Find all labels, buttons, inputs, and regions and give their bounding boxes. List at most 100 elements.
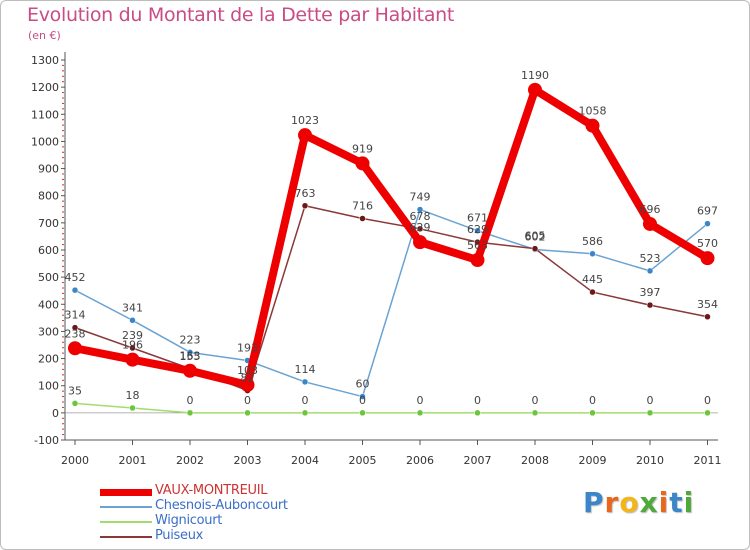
data-point <box>474 227 481 234</box>
data-label: 1190 <box>521 69 549 82</box>
data-point <box>413 235 427 250</box>
data-label: 0 <box>417 394 424 407</box>
data-point <box>298 128 312 143</box>
series-vaux-montreuil <box>68 82 715 392</box>
data-point <box>129 344 136 352</box>
data-label: 452 <box>65 271 86 284</box>
y-minor-tick <box>62 130 64 132</box>
data-point <box>646 267 654 275</box>
y-minor-tick <box>62 401 64 403</box>
data-label: 605 <box>525 230 546 243</box>
y-minor-tick <box>62 184 64 186</box>
x-tick-label: 2009 <box>579 454 607 467</box>
legend-swatch <box>100 521 152 523</box>
logo-letter: i <box>658 486 670 519</box>
logo-letter: x <box>639 486 659 519</box>
data-label: 103 <box>237 364 258 377</box>
y-minor-tick <box>62 336 64 338</box>
legend-label: VAUX-MONTREUIL <box>155 483 268 498</box>
y-minor-tick <box>62 287 64 289</box>
y-minor-tick <box>62 298 64 300</box>
logo-letter: r <box>604 486 620 519</box>
proxiti-logo: Proxiti <box>583 486 694 519</box>
x-tick-label: 2004 <box>291 454 319 467</box>
y-tick-label: -100 <box>34 434 59 447</box>
x-tick-label: 2001 <box>119 454 147 467</box>
x-tick-label: 2002 <box>176 454 204 467</box>
x-tick-label: 2000 <box>61 454 89 467</box>
data-label: 563 <box>467 239 488 252</box>
y-tick-label: 1100 <box>31 108 59 121</box>
data-label: 749 <box>410 191 431 204</box>
data-label: 0 <box>474 394 481 407</box>
chart-axes: -100010020030040050060070080090010001100… <box>31 52 722 467</box>
y-minor-tick <box>62 92 64 94</box>
legend-label: Puiseux <box>155 528 204 543</box>
data-point <box>416 206 424 213</box>
data-label: 354 <box>697 298 718 311</box>
data-point <box>244 409 251 417</box>
y-minor-tick <box>62 417 64 419</box>
data-label: 163 <box>180 350 201 363</box>
logo-letter: i <box>683 486 695 519</box>
data-label: 0 <box>704 394 711 407</box>
y-minor-tick <box>62 119 64 121</box>
x-tick-label: 2011 <box>694 454 722 467</box>
data-label: 0 <box>244 394 251 407</box>
y-minor-tick <box>62 189 64 191</box>
y-minor-tick <box>62 97 64 99</box>
data-label: 0 <box>589 394 596 407</box>
legend-label: Chesnois-Auboncourt <box>155 498 288 513</box>
data-point <box>186 409 194 417</box>
y-minor-tick <box>62 233 64 235</box>
y-minor-tick <box>62 135 64 137</box>
series-chesnois-auboncourt <box>71 206 711 400</box>
data-label: 223 <box>180 333 201 346</box>
data-label: 763 <box>295 187 316 200</box>
y-minor-tick <box>62 374 64 376</box>
series-line <box>74 402 709 414</box>
logo-letter: P <box>583 486 605 519</box>
data-point <box>355 156 370 171</box>
data-label: 155 <box>180 350 201 363</box>
y-minor-tick <box>62 238 64 240</box>
y-tick-label: 800 <box>38 190 59 203</box>
data-point <box>585 118 600 133</box>
data-label: 196 <box>122 339 143 352</box>
data-point <box>359 393 366 400</box>
legend-swatch <box>100 536 152 538</box>
y-minor-tick <box>62 396 64 398</box>
y-minor-tick <box>62 368 64 370</box>
x-tick-label: 2005 <box>349 454 377 467</box>
y-minor-tick <box>62 70 64 72</box>
data-point <box>129 317 136 324</box>
data-point <box>301 409 309 417</box>
data-point <box>474 409 481 417</box>
data-point <box>589 288 596 296</box>
data-label: 602 <box>525 230 546 243</box>
data-point <box>186 349 194 356</box>
y-minor-tick <box>62 227 64 229</box>
y-minor-tick <box>62 265 64 267</box>
legend-swatch <box>100 506 152 508</box>
y-minor-tick <box>62 260 64 262</box>
data-point <box>646 301 654 309</box>
y-tick-label: 400 <box>38 298 59 311</box>
x-tick-label: 2006 <box>406 454 434 467</box>
y-minor-tick <box>62 423 64 425</box>
x-tick-label: 2008 <box>521 454 549 467</box>
data-point <box>68 341 82 356</box>
y-minor-tick <box>62 108 64 110</box>
data-label: 238 <box>65 327 86 340</box>
data-label: 341 <box>122 301 143 314</box>
data-label: 586 <box>582 235 603 248</box>
data-label: 114 <box>295 363 316 376</box>
y-minor-tick <box>62 309 64 311</box>
series-line <box>71 85 712 389</box>
y-tick-label: 700 <box>38 217 59 230</box>
data-label: 629 <box>410 221 431 234</box>
y-minor-tick <box>62 162 64 164</box>
y-minor-tick <box>62 173 64 175</box>
y-minor-tick <box>62 282 64 284</box>
